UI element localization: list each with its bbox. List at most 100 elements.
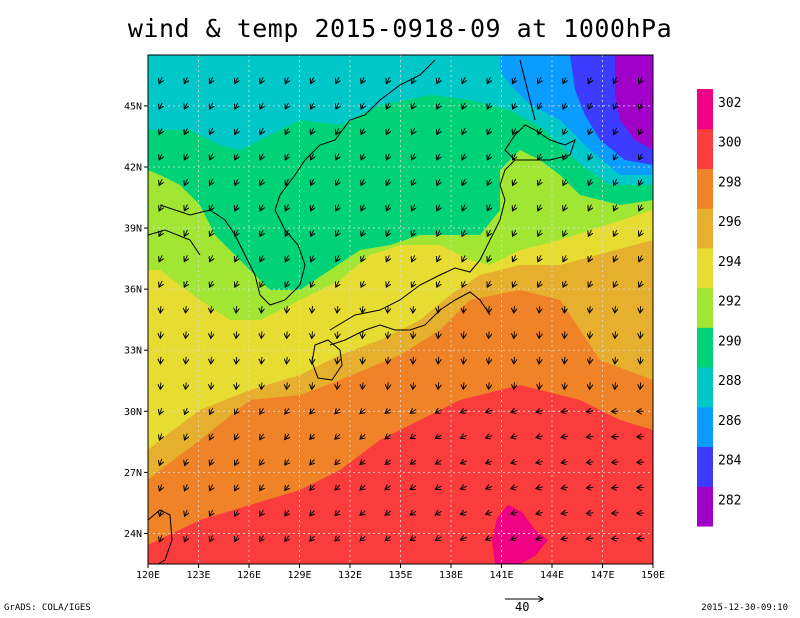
wind-vector: [335, 485, 340, 490]
wind-vector: [590, 305, 591, 313]
wind-vector: [513, 153, 516, 160]
x-tick-label: 126E: [237, 570, 261, 581]
wind-vector: [435, 461, 442, 464]
wind-vector: [159, 458, 161, 466]
wind-vector: [487, 204, 490, 211]
wind-vector: [235, 178, 238, 185]
wind-vector: [159, 229, 162, 236]
wind-vector: [360, 434, 365, 439]
colorbar-label: 290: [718, 334, 741, 349]
colorbar-swatch: [697, 168, 713, 209]
wind-vector: [563, 204, 566, 211]
wind-vector: [539, 382, 540, 389]
wind-vector: [437, 153, 440, 160]
wind-vector: [287, 356, 288, 364]
wind-vector: [588, 255, 591, 261]
wind-vector: [487, 255, 490, 261]
wind-vector: [462, 77, 465, 83]
wind-vector: [463, 305, 464, 313]
wind-vector: [260, 535, 264, 542]
wind-vector: [210, 433, 213, 440]
wind-vector: [185, 484, 188, 490]
wind-vector: [586, 487, 594, 488]
colorbar-swatch: [697, 208, 713, 249]
wind-vector: [588, 128, 591, 134]
wind-vector: [261, 382, 262, 389]
wind-vector: [412, 178, 415, 185]
wind-vector: [235, 204, 238, 211]
wind-vector: [438, 305, 439, 313]
wind-vector: [639, 153, 642, 160]
colorbar-swatch: [697, 367, 713, 408]
wind-vector: [538, 280, 541, 287]
x-tick-label: 150E: [641, 570, 665, 581]
wind-vector: [184, 280, 187, 287]
wind-vector: [588, 102, 591, 109]
wind-vector: [561, 538, 569, 539]
wind-vector: [160, 305, 161, 313]
wind-vector: [511, 436, 518, 438]
wind-vector: [489, 356, 490, 364]
y-tick-label: 45N: [124, 101, 142, 112]
wind-vector: [564, 305, 565, 313]
wind-vector: [385, 511, 391, 515]
wind-vector: [486, 537, 493, 539]
wind-vector: [513, 128, 516, 134]
coastline-sakhalin: [519, 59, 536, 121]
wind-vector: [235, 458, 238, 465]
wind-vector: [310, 536, 315, 541]
wind-vector: [640, 356, 641, 364]
y-tick-label: 36N: [124, 285, 142, 296]
wind-vector: [437, 102, 440, 109]
wind-vector: [514, 356, 515, 364]
wind-vector: [210, 458, 213, 465]
wind-vector: [386, 178, 389, 185]
wind-vector: [385, 435, 391, 439]
wind-vector: [639, 255, 642, 261]
wind-vector: [235, 433, 238, 440]
wind-vector: [211, 305, 212, 313]
wind-vector: [410, 409, 417, 413]
wind-vector: [310, 409, 315, 414]
wind-vector: [614, 204, 617, 211]
wind-vector: [437, 255, 440, 261]
x-tick-label: 144E: [540, 570, 564, 581]
wind-vector: [386, 204, 389, 211]
wind-vector: [335, 511, 340, 516]
wind-vector: [463, 331, 464, 338]
wind-vector: [538, 77, 541, 83]
wind-vector: [186, 331, 187, 338]
colorbar-swatch: [697, 446, 713, 487]
wind-vector: [235, 153, 238, 160]
wind-vector: [261, 331, 262, 338]
wind-vector: [335, 460, 340, 465]
wind-vector: [513, 229, 516, 236]
wind-vector: [311, 255, 314, 261]
wind-vector: [159, 509, 161, 517]
wind-vector: [538, 255, 541, 261]
wind-vector: [287, 382, 288, 389]
wind-vector: [186, 356, 187, 364]
wind-vector: [487, 178, 490, 185]
wind-vector: [460, 486, 467, 489]
wind-vector: [563, 77, 566, 83]
wind-vector: [236, 305, 237, 313]
wind-vector: [361, 229, 364, 236]
wind-vector: [564, 356, 565, 364]
wind-vector: [361, 255, 364, 261]
colorbar: 282 284 286 288 290 292 294 296 298 300 302: [697, 89, 742, 527]
footer-credit: GrADS: COLA/IGES: [4, 603, 91, 613]
wind-vector: [460, 435, 467, 438]
wind-vector: [435, 435, 442, 438]
wind-vector: [260, 280, 263, 287]
wind-vector: [285, 535, 289, 542]
wind-vector: [513, 255, 516, 261]
wind-vector: [261, 356, 262, 364]
y-tick-label: 24N: [124, 529, 142, 540]
wind-vector: [360, 485, 365, 490]
wind-vector: [160, 331, 161, 338]
wind-vector: [260, 255, 263, 261]
wind-vector: [285, 484, 289, 491]
wind-vector: [386, 77, 389, 83]
wind-vector: [388, 331, 389, 338]
